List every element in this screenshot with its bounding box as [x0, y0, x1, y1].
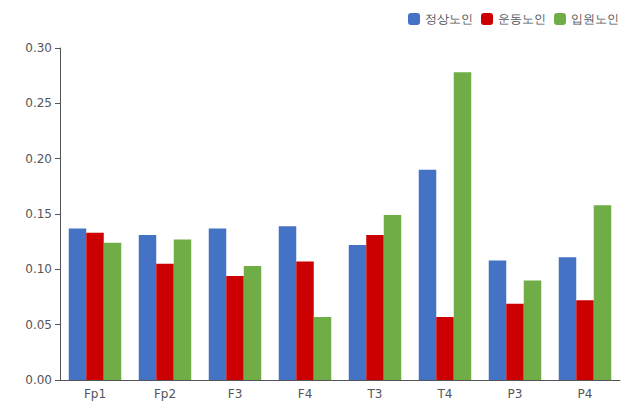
svg-text:T4: T4 — [437, 387, 453, 401]
svg-text:0.15: 0.15 — [25, 207, 52, 221]
svg-text:0.05: 0.05 — [25, 318, 52, 332]
svg-text:0.30: 0.30 — [25, 41, 52, 55]
svg-text:0.00: 0.00 — [25, 373, 52, 387]
svg-text:F4: F4 — [298, 387, 313, 401]
svg-text:T3: T3 — [367, 387, 383, 401]
svg-text:0.25: 0.25 — [25, 96, 52, 110]
svg-text:P3: P3 — [508, 387, 523, 401]
svg-text:입원노인: 입원노인 — [571, 12, 619, 26]
svg-text:Fp2: Fp2 — [154, 387, 176, 401]
svg-text:P4: P4 — [578, 387, 593, 401]
svg-text:Fp1: Fp1 — [84, 387, 106, 401]
svg-text:F3: F3 — [228, 387, 243, 401]
svg-text:운동노인: 운동노인 — [498, 12, 546, 26]
svg-text:0.20: 0.20 — [25, 152, 52, 166]
svg-text:정상노인: 정상노인 — [425, 12, 473, 26]
svg-text:0.10: 0.10 — [25, 262, 52, 276]
